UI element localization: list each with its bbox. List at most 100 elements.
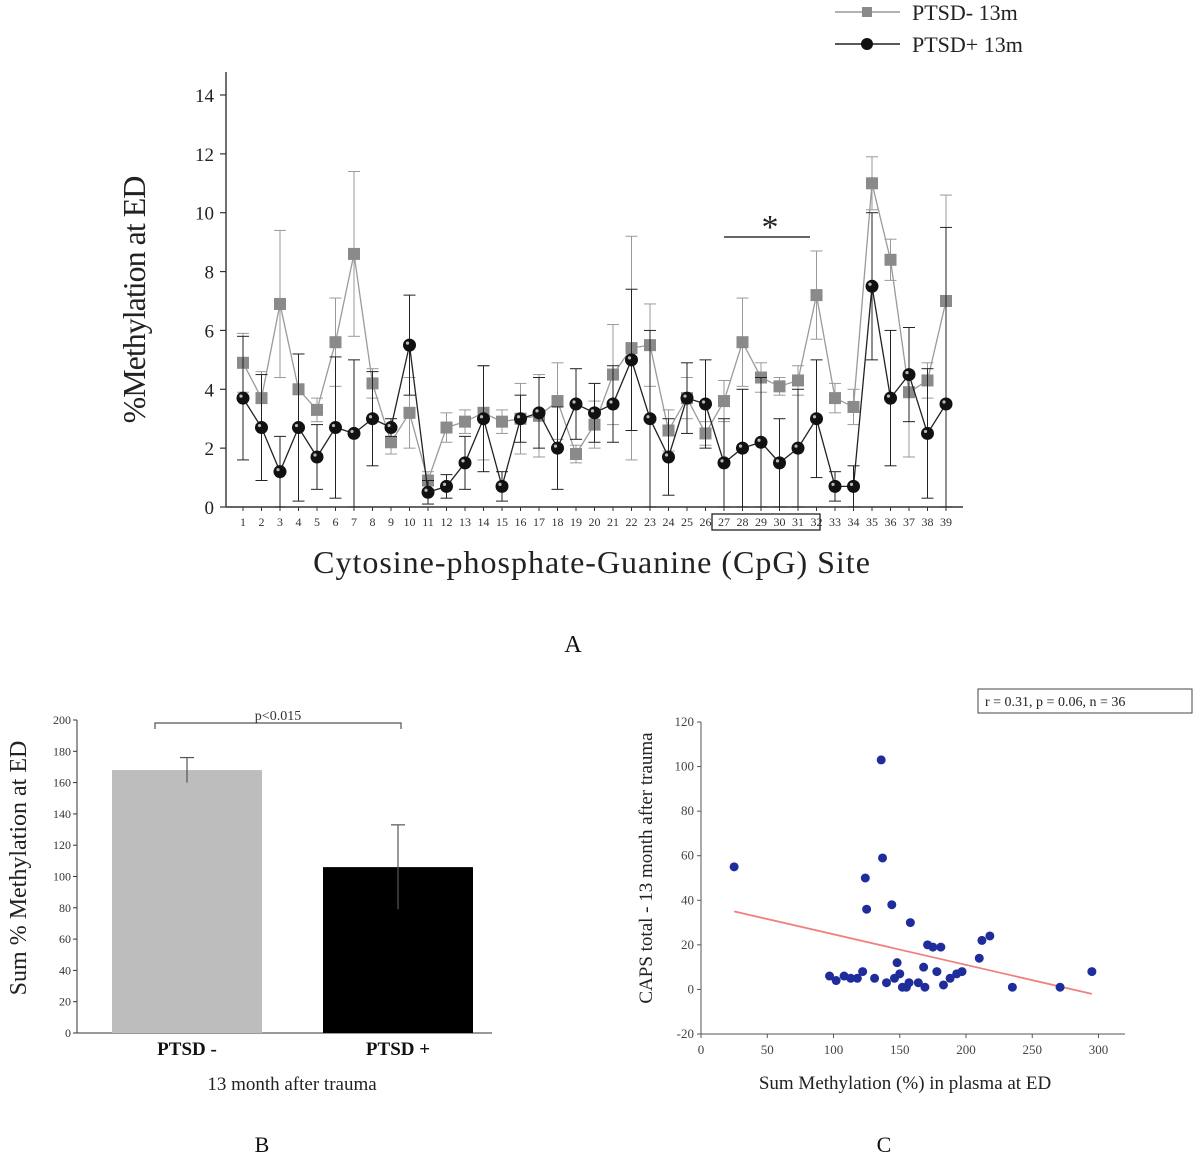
scatter-point [920,982,930,992]
data-point-circle [329,421,342,435]
data-point-highlight [387,423,391,428]
x-tick-label: 6 [333,515,339,529]
scatter-point [858,967,868,977]
data-point-highlight [775,459,780,463]
y-tick-label: 0 [688,981,695,996]
data-point-highlight [572,400,576,404]
scatter-point [932,967,942,977]
data-point-highlight [942,400,946,404]
y-tick-label: 60 [59,932,71,946]
data-point-circle [773,456,786,470]
y-tick-label: 40 [681,892,694,907]
scatter-point [957,967,967,977]
scatter-point [945,973,955,983]
data-point-highlight [849,482,854,486]
scatter-point [919,962,929,972]
data-point-circle [384,421,398,435]
legend: PTSD- 13m PTSD+ 13m [835,0,1023,57]
data-point-square [570,448,582,461]
scatter-point [1007,982,1017,992]
data-point-square [459,415,471,428]
data-point-highlight [350,429,354,434]
x-axis-label-b: 13 month after trauma [207,1074,377,1095]
category-label: PTSD + [366,1039,430,1060]
data-point-highlight [368,415,373,419]
scatter-point [825,971,835,981]
x-tick-label: 50 [761,1042,774,1057]
scatter-point [846,973,856,983]
data-point-square [385,436,397,449]
x-tick-label: 32 [811,515,823,529]
x-tick-label: 22 [626,515,638,529]
data-point-circle [569,397,583,411]
x-tick-label: 14 [478,515,490,529]
scatter-point [938,980,948,990]
x-tick-label: 200 [956,1042,976,1057]
y-tick-label: 8 [205,263,215,284]
data-point-square [792,374,804,387]
scatter-point [904,978,914,988]
data-point-square [274,297,286,310]
x-tick-label: 13 [459,515,471,529]
x-tick-label: 27 [718,515,730,529]
x-tick-label: 38 [922,515,934,529]
y-tick-label: 200 [53,713,71,727]
x-tick-label: 26 [700,515,712,529]
scatter-point [905,918,915,928]
scatter-point [860,873,870,883]
data-point-circle [236,391,250,405]
x-tick-label: 2 [259,515,265,529]
panel-label-a: A [564,632,582,658]
x-tick-label: 36 [885,515,897,529]
y-tick-label: 10 [195,204,214,225]
scatter-point [852,973,862,983]
y-tick-label: 60 [681,848,694,863]
data-point-circle [458,456,472,470]
x-tick-label: 28 [737,515,749,529]
data-point-highlight [905,370,909,375]
scatter-point [878,853,888,863]
y-tick-label: 20 [59,995,71,1009]
data-point-square [496,415,508,428]
data-point-circle [847,479,860,493]
x-tick-label: 9 [388,515,394,529]
bar [112,770,262,1033]
data-point-circle [902,368,916,382]
x-tick-label: 16 [515,515,527,529]
data-point-circle [717,456,731,470]
significance-bracket-a: * [711,209,821,531]
y-axis-label-b: Sum % Methylation at ED [6,741,32,996]
x-tick-label: 31 [792,515,804,529]
data-point-highlight [886,394,891,398]
data-point-circle [292,421,305,435]
series-ptsd-positive [236,212,953,508]
data-point-highlight [590,409,595,413]
data-point-circle [828,479,842,493]
data-point-square [866,177,878,190]
x-tick-label: 10 [404,515,416,529]
x-tick-label: 24 [663,515,675,529]
x-axis-label-a: Cytosine-phosphate-Guanine (CpG) Site [313,544,871,580]
stats-label: r = 0.31, p = 0.06, n = 36 [985,695,1125,710]
data-point-circle [625,353,638,367]
x-tick-label: 34 [848,515,860,529]
data-point-highlight [257,423,262,428]
data-point-square [551,395,564,408]
x-tick-label: 15 [496,515,508,529]
x-tick-label: 17 [533,515,545,529]
scatter-point [870,973,880,983]
scatter-point [1055,982,1065,992]
y-tick-label: 0 [65,1026,71,1040]
data-point-circle [810,412,823,426]
data-point-square [829,392,841,405]
y-tick-label: 12 [195,145,214,166]
data-point-circle [514,412,527,426]
data-point-circle [403,338,416,352]
x-tick-label: 37 [903,515,915,529]
legend-marker-square [862,7,872,17]
panel-b: 0 20 40 60 80 100 120 140 160 180 200 PTSD - PTSD +… [6,709,492,1157]
y-tick-label: 180 [53,744,71,758]
scatter-point [862,904,872,914]
x-tick-label: 7 [351,515,357,529]
